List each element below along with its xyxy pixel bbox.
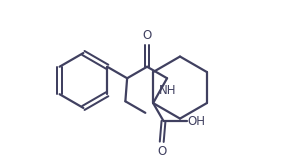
Text: OH: OH bbox=[188, 115, 206, 127]
Text: O: O bbox=[142, 29, 152, 42]
Text: NH: NH bbox=[159, 84, 177, 97]
Text: O: O bbox=[157, 145, 166, 158]
